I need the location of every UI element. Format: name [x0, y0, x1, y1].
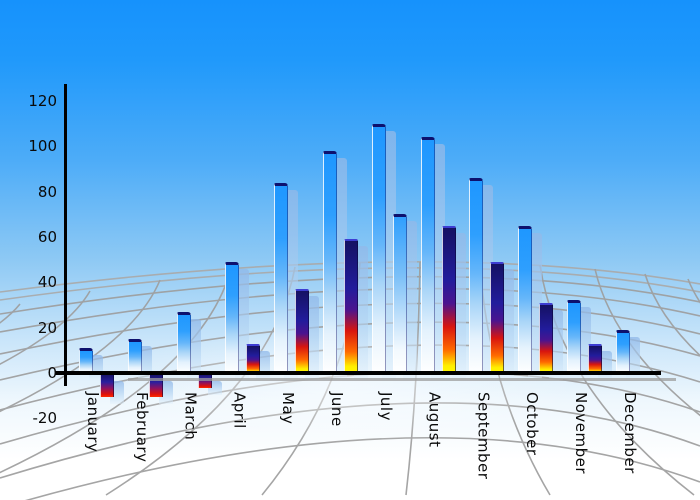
bar-april-series1	[225, 261, 240, 373]
y-tick-label-120: 120	[28, 91, 57, 110]
x-tick-label-april: April	[230, 392, 249, 429]
y-tick-label-80: 80	[37, 182, 57, 201]
x-tick-label-october: October	[523, 392, 542, 456]
y-tick-label-60: 60	[37, 227, 57, 246]
y-tick-label-100: 100	[28, 137, 57, 156]
x-tick-label-august: August	[425, 392, 444, 448]
x-tick-label-december: December	[620, 392, 639, 474]
x-tick-label-february: February	[132, 392, 151, 463]
bar-august-series1	[420, 137, 435, 373]
bar-september-series1	[469, 178, 484, 373]
x-tick-label-july: July	[376, 392, 395, 421]
bar-may-series1	[274, 182, 289, 373]
x-tick-label-may: May	[279, 392, 298, 425]
bar-february-series1	[127, 338, 142, 373]
y-axis-line	[64, 84, 67, 386]
x-tick-label-june: June	[328, 392, 346, 427]
x-tick-label-september: September	[474, 392, 493, 480]
y-tick-label-0: 0	[47, 364, 57, 382]
y-tick-label-40: 40	[37, 273, 57, 292]
bar-june-series2	[344, 239, 358, 373]
bar-november-series2	[588, 343, 602, 373]
bar-september-series2	[490, 261, 505, 373]
bar-january-series2	[100, 374, 114, 397]
bar-june-series1	[323, 150, 337, 373]
bar-january-series1	[79, 348, 93, 373]
y-tick-label--20: -20	[32, 409, 58, 428]
y-tick-label-20: 20	[37, 318, 57, 337]
x-axis-line	[55, 371, 661, 375]
bar-october-series2	[539, 302, 554, 373]
bar-march-series1	[176, 311, 191, 373]
x-tick-label-november: November	[572, 392, 590, 475]
bar-may-series2	[295, 289, 310, 373]
x-axis-shadow	[128, 378, 676, 381]
x-tick-label-march: March	[181, 392, 200, 441]
x-tick-label-january: January	[84, 392, 102, 453]
bar-august-series2	[441, 225, 456, 373]
bar-december-series1	[615, 329, 630, 373]
bar-november-series1	[567, 300, 581, 373]
bar-april-series2	[246, 343, 261, 373]
bar-july-series2	[392, 214, 407, 373]
bar-july-series1	[371, 123, 386, 373]
bar-october-series1	[518, 225, 533, 373]
